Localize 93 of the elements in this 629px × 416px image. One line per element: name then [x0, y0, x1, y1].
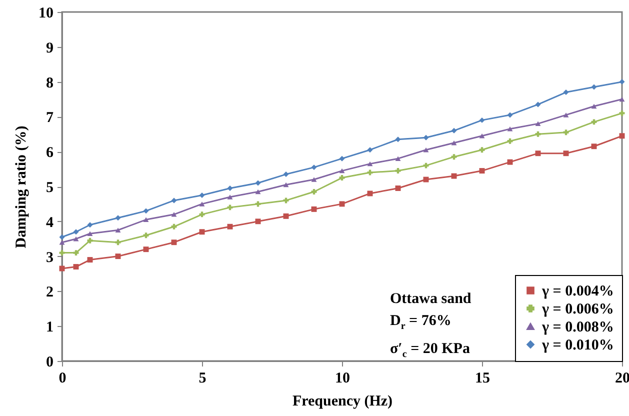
- point: [367, 147, 373, 153]
- point: [395, 156, 401, 161]
- x-tick-label: 10: [335, 370, 350, 386]
- point: [73, 229, 79, 235]
- y-tick-label: 10: [38, 6, 54, 22]
- point: [367, 190, 373, 196]
- point: [451, 173, 457, 179]
- point: [87, 257, 93, 263]
- point: [73, 250, 79, 256]
- x-tick-label: 0: [58, 370, 66, 386]
- point: [283, 182, 289, 188]
- point: [619, 110, 625, 116]
- point: [311, 164, 317, 170]
- point: [59, 234, 65, 240]
- legend-label: γ = 0.006%: [541, 302, 614, 318]
- point: [255, 218, 261, 224]
- point: [395, 168, 401, 174]
- point: [115, 215, 121, 221]
- point: [59, 266, 65, 272]
- point: [591, 104, 597, 109]
- point: [199, 202, 205, 206]
- y-tick-label: 1: [46, 320, 54, 336]
- point: [535, 121, 541, 126]
- point: [283, 213, 289, 219]
- point: [451, 128, 457, 134]
- point: [479, 134, 485, 138]
- point: [507, 112, 513, 118]
- point: [87, 231, 93, 236]
- point: [171, 212, 177, 217]
- point: [339, 156, 345, 162]
- point: [227, 224, 233, 230]
- point: [339, 168, 345, 174]
- point: [227, 194, 233, 200]
- point: [423, 176, 429, 182]
- point: [479, 117, 485, 123]
- y-tick-label: 8: [46, 75, 54, 92]
- point: [535, 102, 541, 108]
- point: [563, 112, 569, 118]
- point: [255, 189, 261, 194]
- point: [591, 84, 597, 90]
- point: [451, 154, 457, 160]
- point: [199, 229, 205, 235]
- point: [143, 208, 149, 214]
- y-tick-label: 3: [46, 250, 54, 266]
- y-tick-label: 2: [46, 284, 54, 301]
- point: [563, 90, 569, 96]
- point: [339, 201, 345, 207]
- legend-label: γ = 0.004%: [541, 284, 614, 300]
- point: [591, 144, 597, 150]
- point: [255, 180, 261, 186]
- point: [311, 206, 317, 212]
- point: [283, 172, 289, 178]
- point: [115, 240, 121, 246]
- point: [87, 222, 93, 228]
- y-tick-label: 4: [46, 214, 54, 231]
- y-axis-title: Damping ratio (%): [14, 126, 30, 248]
- annotation: σ′$_{c}$ = 20 KPa: [390, 340, 471, 362]
- point: [619, 96, 625, 102]
- point: [423, 134, 429, 140]
- point: [507, 126, 513, 132]
- point: [395, 186, 401, 191]
- point: [535, 150, 541, 156]
- x-axis-title: Frequency (Hz): [292, 394, 393, 410]
- point: [507, 159, 513, 165]
- annotation: Ottawa sand: [390, 290, 472, 309]
- point: [311, 188, 317, 194]
- y-tick-label: 5: [46, 180, 54, 196]
- y-tick-label: 7: [46, 110, 54, 126]
- annotation: D$_{r}$ = 76%: [390, 312, 452, 334]
- point: [115, 228, 121, 232]
- x-tick-label: 15: [475, 370, 490, 386]
- point: [171, 198, 177, 204]
- legend-label: γ = 0.008%: [541, 320, 614, 336]
- x-tick-label: 5: [198, 370, 206, 386]
- point: [563, 150, 569, 156]
- point: [395, 136, 401, 142]
- point: [171, 240, 177, 246]
- y-tick-label: 0: [46, 354, 54, 370]
- y-tick-label: 6: [46, 145, 54, 162]
- point: [73, 264, 79, 270]
- point: [143, 217, 149, 222]
- point: [199, 192, 205, 198]
- point: [311, 177, 317, 182]
- y-tick-label: 9: [46, 40, 54, 56]
- legend-label: γ = 0.010%: [541, 338, 614, 354]
- point: [479, 168, 485, 174]
- point: [619, 133, 625, 139]
- point: [143, 246, 149, 252]
- point: [339, 175, 345, 181]
- point: [619, 79, 625, 85]
- point: [115, 254, 121, 260]
- point: [367, 161, 373, 166]
- point: [59, 250, 65, 256]
